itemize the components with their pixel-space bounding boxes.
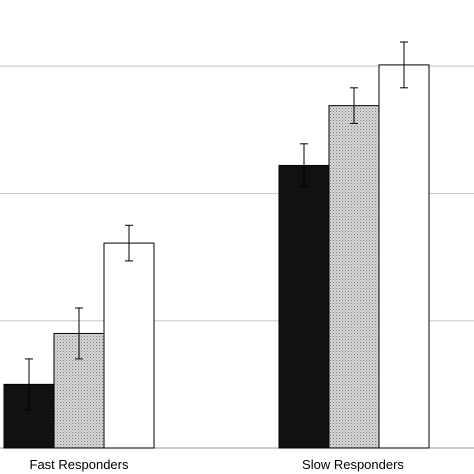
error-bars (25, 41, 408, 411)
bar-1-0 (278, 164, 330, 449)
error-bar-1-0 (300, 143, 308, 188)
category-label-slow-responders: Slow Responders (302, 457, 404, 472)
category-label-fast-responders: Fast Responders (30, 457, 129, 472)
error-bar-0-2 (125, 224, 133, 262)
bar-0-1 (53, 332, 105, 449)
bars (3, 64, 430, 449)
error-bar-0-0 (25, 358, 33, 411)
error-bar-0-1 (75, 307, 83, 360)
error-bar-1-1 (350, 87, 358, 124)
error-bar-1-2 (400, 41, 408, 89)
bar-1-1 (328, 105, 380, 449)
bar-0-2 (103, 242, 155, 449)
bar-1-2 (378, 64, 430, 449)
